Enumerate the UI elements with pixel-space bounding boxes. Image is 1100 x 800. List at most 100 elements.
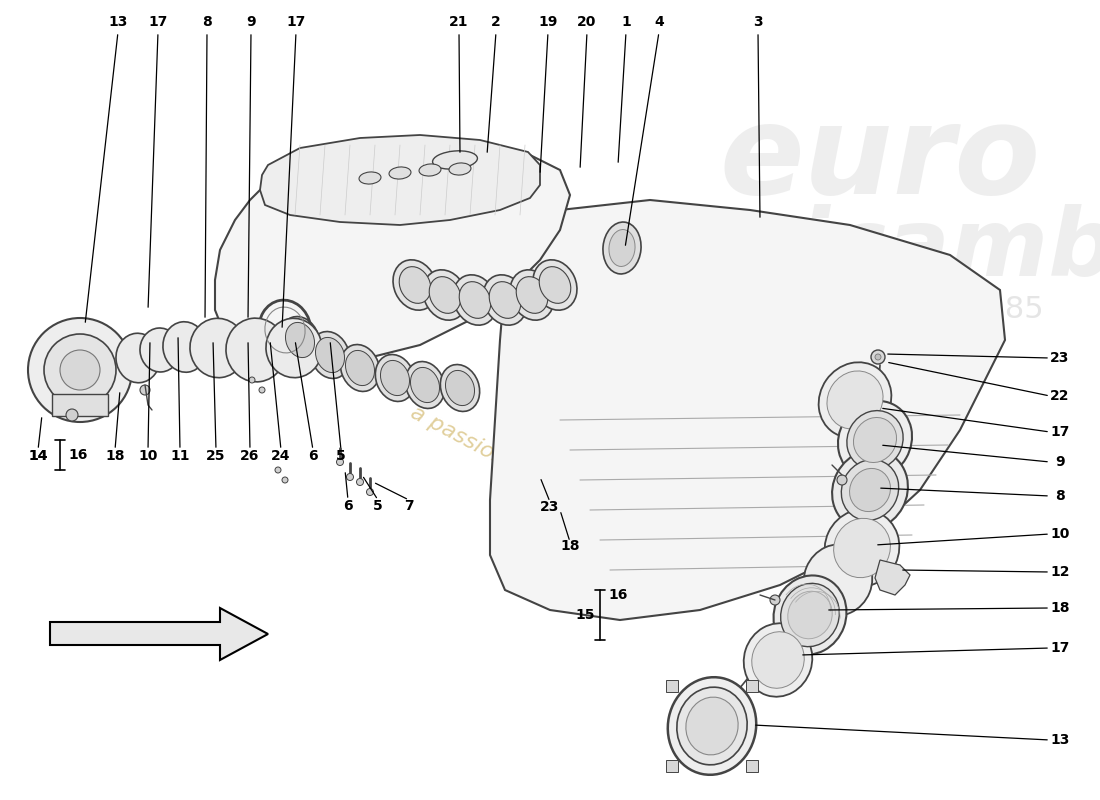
Ellipse shape — [751, 632, 804, 688]
Ellipse shape — [359, 172, 381, 184]
Polygon shape — [260, 135, 540, 225]
Ellipse shape — [375, 354, 415, 402]
Ellipse shape — [226, 318, 286, 382]
Ellipse shape — [534, 260, 578, 310]
Text: 7: 7 — [404, 499, 414, 513]
Polygon shape — [490, 200, 1005, 620]
Ellipse shape — [510, 270, 554, 320]
Bar — [666, 680, 678, 692]
Text: 2: 2 — [491, 15, 501, 29]
Bar — [52, 394, 108, 416]
Ellipse shape — [446, 370, 474, 406]
Ellipse shape — [804, 544, 872, 616]
Ellipse shape — [686, 697, 738, 755]
Circle shape — [44, 334, 116, 406]
Ellipse shape — [424, 270, 468, 320]
Text: 20: 20 — [578, 15, 596, 29]
Ellipse shape — [838, 401, 912, 479]
Ellipse shape — [539, 266, 571, 303]
Ellipse shape — [405, 362, 444, 409]
Ellipse shape — [744, 623, 812, 697]
Text: 3: 3 — [754, 15, 762, 29]
Ellipse shape — [676, 687, 747, 765]
Text: 9: 9 — [246, 15, 256, 29]
Ellipse shape — [781, 583, 839, 646]
Ellipse shape — [440, 365, 480, 411]
Text: 22: 22 — [1050, 389, 1069, 403]
Text: 23: 23 — [1050, 351, 1069, 365]
Text: 16: 16 — [68, 448, 88, 462]
Text: 6: 6 — [343, 499, 353, 513]
Text: 8: 8 — [202, 15, 212, 29]
Text: 6: 6 — [308, 449, 318, 463]
Ellipse shape — [310, 331, 350, 378]
Ellipse shape — [190, 318, 246, 378]
Ellipse shape — [818, 362, 891, 438]
Ellipse shape — [490, 282, 520, 318]
Ellipse shape — [163, 322, 207, 372]
Ellipse shape — [389, 167, 411, 179]
Ellipse shape — [116, 334, 160, 382]
Circle shape — [28, 318, 132, 422]
Text: 16: 16 — [608, 588, 628, 602]
Text: 26: 26 — [240, 449, 260, 463]
Polygon shape — [874, 560, 910, 595]
Text: 18: 18 — [106, 449, 124, 463]
Text: 24: 24 — [272, 449, 290, 463]
Ellipse shape — [449, 163, 471, 175]
Text: 17: 17 — [148, 15, 167, 29]
Text: 4: 4 — [654, 15, 664, 29]
Text: 13: 13 — [108, 15, 128, 29]
Text: 1: 1 — [621, 15, 631, 29]
Ellipse shape — [825, 510, 900, 586]
Circle shape — [871, 350, 886, 364]
Circle shape — [346, 474, 353, 481]
Ellipse shape — [459, 282, 491, 318]
Text: 18: 18 — [1050, 601, 1069, 615]
Text: 21: 21 — [449, 15, 469, 29]
Ellipse shape — [603, 222, 641, 274]
Text: euro: euro — [719, 99, 1041, 221]
Circle shape — [66, 409, 78, 421]
Ellipse shape — [140, 328, 180, 372]
Ellipse shape — [381, 361, 409, 395]
Text: 14: 14 — [29, 449, 47, 463]
Polygon shape — [50, 608, 268, 660]
Ellipse shape — [419, 164, 441, 176]
Bar — [746, 680, 758, 692]
Ellipse shape — [345, 350, 374, 386]
Text: 8: 8 — [1055, 489, 1065, 503]
Text: 13: 13 — [1050, 733, 1069, 747]
Text: 10: 10 — [1050, 527, 1069, 541]
Text: 12: 12 — [1050, 565, 1069, 579]
Ellipse shape — [280, 317, 320, 363]
Ellipse shape — [842, 460, 899, 520]
Circle shape — [356, 478, 363, 486]
Ellipse shape — [516, 277, 548, 314]
Ellipse shape — [432, 151, 477, 169]
Circle shape — [770, 595, 780, 605]
Text: 18: 18 — [560, 539, 580, 553]
Ellipse shape — [854, 418, 896, 462]
Text: since 1985: since 1985 — [877, 295, 1043, 325]
Ellipse shape — [393, 260, 437, 310]
Ellipse shape — [834, 518, 890, 578]
Text: 17: 17 — [1050, 425, 1069, 439]
Text: 17: 17 — [1050, 641, 1069, 655]
Ellipse shape — [266, 318, 322, 378]
Ellipse shape — [609, 230, 635, 266]
Text: 5: 5 — [337, 449, 345, 463]
Text: 11: 11 — [170, 449, 189, 463]
Circle shape — [258, 387, 265, 393]
Text: 19: 19 — [538, 15, 558, 29]
Circle shape — [140, 385, 150, 395]
Ellipse shape — [847, 410, 903, 470]
Ellipse shape — [827, 371, 883, 429]
Text: 9: 9 — [1055, 455, 1065, 469]
Circle shape — [275, 467, 280, 473]
Ellipse shape — [483, 275, 527, 325]
Ellipse shape — [788, 591, 833, 638]
Circle shape — [249, 377, 255, 383]
Ellipse shape — [832, 450, 908, 530]
Polygon shape — [214, 140, 570, 365]
